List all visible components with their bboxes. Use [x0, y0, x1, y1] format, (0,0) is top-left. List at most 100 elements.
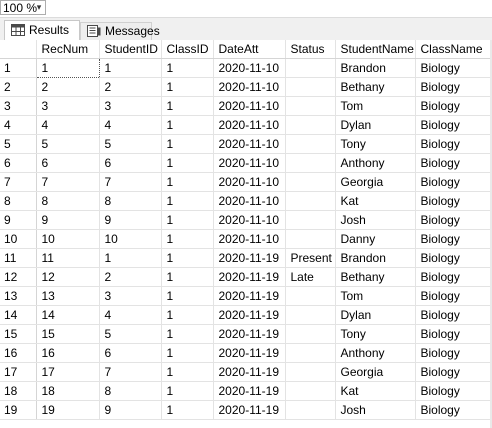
classid-cell[interactable]: 1 — [161, 191, 214, 211]
studentname-cell[interactable]: Bethany — [335, 267, 416, 287]
classname-cell[interactable]: Biology — [415, 134, 492, 154]
row-number[interactable]: 2 — [0, 77, 37, 97]
studentid-cell[interactable]: 5 — [99, 134, 162, 154]
tab-messages[interactable]: Messages — [80, 22, 160, 41]
recnum-cell[interactable]: 13 — [36, 286, 100, 306]
row-number[interactable]: 12 — [0, 267, 37, 287]
studentid-cell[interactable]: 7 — [99, 172, 162, 192]
recnum-cell[interactable]: 7 — [36, 172, 100, 192]
table-row[interactable]: 4 4 4 1 2020-11-10 Dylan Biology — [0, 115, 492, 135]
classname-cell[interactable]: Biology — [415, 153, 492, 173]
recnum-cell[interactable]: 19 — [36, 400, 100, 420]
studentname-cell[interactable]: Bethany — [335, 77, 416, 97]
classname-cell[interactable]: Biology — [415, 229, 492, 249]
status-cell[interactable] — [285, 381, 336, 401]
classid-cell[interactable]: 1 — [161, 229, 214, 249]
row-number[interactable]: 3 — [0, 96, 37, 116]
table-row[interactable]: 11 11 1 1 2020-11-19 Present Brandon Biology — [0, 248, 492, 268]
status-cell[interactable] — [285, 362, 336, 382]
table-row[interactable]: 16 16 6 1 2020-11-19 Anthony Biology — [0, 343, 492, 363]
recnum-cell[interactable]: 10 — [36, 229, 100, 249]
table-row[interactable]: 2 2 2 1 2020-11-10 Bethany Biology — [0, 77, 492, 97]
studentname-cell[interactable]: Brandon — [335, 248, 416, 268]
classname-cell[interactable]: Biology — [415, 381, 492, 401]
dateatt-cell[interactable]: 2020-11-10 — [213, 172, 286, 192]
tab-results[interactable]: Results — [4, 20, 80, 41]
table-row[interactable]: 3 3 3 1 2020-11-10 Tom Biology — [0, 96, 492, 116]
studentname-cell[interactable]: Tom — [335, 96, 416, 116]
classid-cell[interactable]: 1 — [161, 96, 214, 116]
table-row[interactable]: 1 1 1 1 2020-11-10 Brandon Biology — [0, 58, 492, 78]
status-cell[interactable] — [285, 324, 336, 344]
row-number[interactable]: 19 — [0, 400, 37, 420]
header-dateatt[interactable]: DateAtt — [213, 40, 286, 59]
classid-cell[interactable]: 1 — [161, 381, 214, 401]
classname-cell[interactable]: Biology — [415, 343, 492, 363]
studentname-cell[interactable]: Dylan — [335, 305, 416, 325]
row-number[interactable]: 14 — [0, 305, 37, 325]
classname-cell[interactable]: Biology — [415, 362, 492, 382]
status-cell[interactable] — [285, 400, 336, 420]
dateatt-cell[interactable]: 2020-11-10 — [213, 153, 286, 173]
dateatt-cell[interactable]: 2020-11-19 — [213, 248, 286, 268]
table-row[interactable]: 17 17 7 1 2020-11-19 Georgia Biology — [0, 362, 492, 382]
status-cell[interactable] — [285, 172, 336, 192]
classid-cell[interactable]: 1 — [161, 77, 214, 97]
recnum-cell[interactable]: 3 — [36, 96, 100, 116]
classname-cell[interactable]: Biology — [415, 58, 492, 78]
zoom-dropdown[interactable]: 100 % ▾ — [0, 0, 46, 15]
status-cell[interactable] — [285, 343, 336, 363]
classname-cell[interactable]: Biology — [415, 305, 492, 325]
classname-cell[interactable]: Biology — [415, 324, 492, 344]
header-corner[interactable] — [0, 40, 37, 59]
status-cell[interactable] — [285, 229, 336, 249]
row-number[interactable]: 7 — [0, 172, 37, 192]
classid-cell[interactable]: 1 — [161, 248, 214, 268]
row-number[interactable]: 1 — [0, 58, 37, 78]
studentname-cell[interactable]: Josh — [335, 400, 416, 420]
header-studentid[interactable]: StudentID — [99, 40, 162, 59]
dateatt-cell[interactable]: 2020-11-10 — [213, 210, 286, 230]
studentname-cell[interactable]: Tom — [335, 286, 416, 306]
header-recnum[interactable]: RecNum — [36, 40, 100, 59]
row-number[interactable]: 10 — [0, 229, 37, 249]
dateatt-cell[interactable]: 2020-11-19 — [213, 343, 286, 363]
classname-cell[interactable]: Biology — [415, 267, 492, 287]
row-number[interactable]: 16 — [0, 343, 37, 363]
studentid-cell[interactable]: 4 — [99, 305, 162, 325]
recnum-cell[interactable]: 15 — [36, 324, 100, 344]
studentid-cell[interactable]: 6 — [99, 153, 162, 173]
dateatt-cell[interactable]: 2020-11-10 — [213, 229, 286, 249]
classid-cell[interactable]: 1 — [161, 153, 214, 173]
recnum-cell[interactable]: 2 — [36, 77, 100, 97]
dateatt-cell[interactable]: 2020-11-10 — [213, 96, 286, 116]
status-cell[interactable] — [285, 115, 336, 135]
studentname-cell[interactable]: Kat — [335, 381, 416, 401]
studentid-cell[interactable]: 2 — [99, 267, 162, 287]
classid-cell[interactable]: 1 — [161, 362, 214, 382]
dateatt-cell[interactable]: 2020-11-19 — [213, 324, 286, 344]
status-cell[interactable] — [285, 210, 336, 230]
classid-cell[interactable]: 1 — [161, 343, 214, 363]
status-cell[interactable] — [285, 134, 336, 154]
dateatt-cell[interactable]: 2020-11-19 — [213, 362, 286, 382]
dateatt-cell[interactable]: 2020-11-10 — [213, 134, 286, 154]
classname-cell[interactable]: Biology — [415, 191, 492, 211]
classname-cell[interactable]: Biology — [415, 172, 492, 192]
recnum-cell[interactable]: 17 — [36, 362, 100, 382]
row-number[interactable]: 4 — [0, 115, 37, 135]
studentname-cell[interactable]: Anthony — [335, 343, 416, 363]
table-row[interactable]: 12 12 2 1 2020-11-19 Late Bethany Biology — [0, 267, 492, 287]
table-row[interactable]: 15 15 5 1 2020-11-19 Tony Biology — [0, 324, 492, 344]
studentid-cell[interactable]: 1 — [99, 248, 162, 268]
studentid-cell[interactable]: 9 — [99, 210, 162, 230]
dateatt-cell[interactable]: 2020-11-10 — [213, 58, 286, 78]
row-number[interactable]: 17 — [0, 362, 37, 382]
studentid-cell[interactable]: 10 — [99, 229, 162, 249]
chevron-down-icon[interactable]: ▾ — [36, 2, 42, 12]
recnum-cell[interactable]: 14 — [36, 305, 100, 325]
studentid-cell[interactable]: 8 — [99, 191, 162, 211]
classid-cell[interactable]: 1 — [161, 286, 214, 306]
status-cell[interactable] — [285, 96, 336, 116]
studentname-cell[interactable]: Tony — [335, 134, 416, 154]
